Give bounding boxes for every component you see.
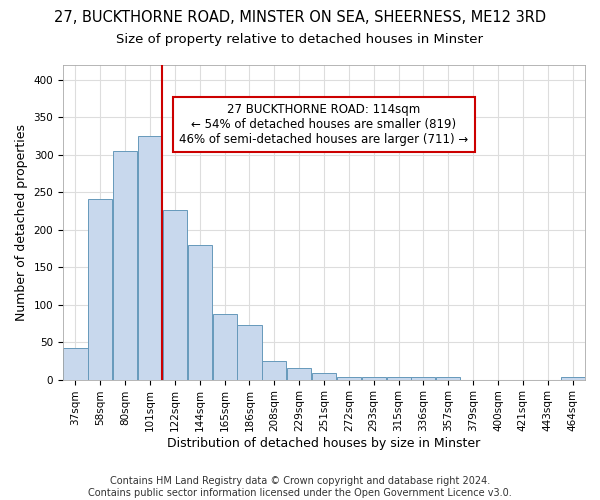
Bar: [436, 378, 460, 380]
Bar: [262, 361, 286, 380]
Bar: [188, 245, 212, 380]
Text: 27 BUCKTHORNE ROAD: 114sqm
← 54% of detached houses are smaller (819)
46% of sem: 27 BUCKTHORNE ROAD: 114sqm ← 54% of deta…: [179, 103, 469, 146]
Bar: [163, 210, 187, 380]
Bar: [238, 325, 262, 380]
Y-axis label: Number of detached properties: Number of detached properties: [15, 124, 28, 321]
Bar: [138, 136, 162, 380]
Text: Size of property relative to detached houses in Minster: Size of property relative to detached ho…: [116, 32, 484, 46]
Bar: [212, 314, 236, 380]
Bar: [362, 376, 386, 380]
Text: Contains HM Land Registry data © Crown copyright and database right 2024.
Contai: Contains HM Land Registry data © Crown c…: [88, 476, 512, 498]
Bar: [337, 376, 361, 380]
Bar: [113, 151, 137, 380]
Bar: [88, 199, 112, 380]
Bar: [287, 368, 311, 380]
Bar: [386, 376, 410, 380]
Bar: [560, 378, 584, 380]
Bar: [64, 348, 88, 380]
Bar: [412, 376, 436, 380]
Bar: [312, 373, 336, 380]
Text: 27, BUCKTHORNE ROAD, MINSTER ON SEA, SHEERNESS, ME12 3RD: 27, BUCKTHORNE ROAD, MINSTER ON SEA, SHE…: [54, 10, 546, 25]
X-axis label: Distribution of detached houses by size in Minster: Distribution of detached houses by size …: [167, 437, 481, 450]
